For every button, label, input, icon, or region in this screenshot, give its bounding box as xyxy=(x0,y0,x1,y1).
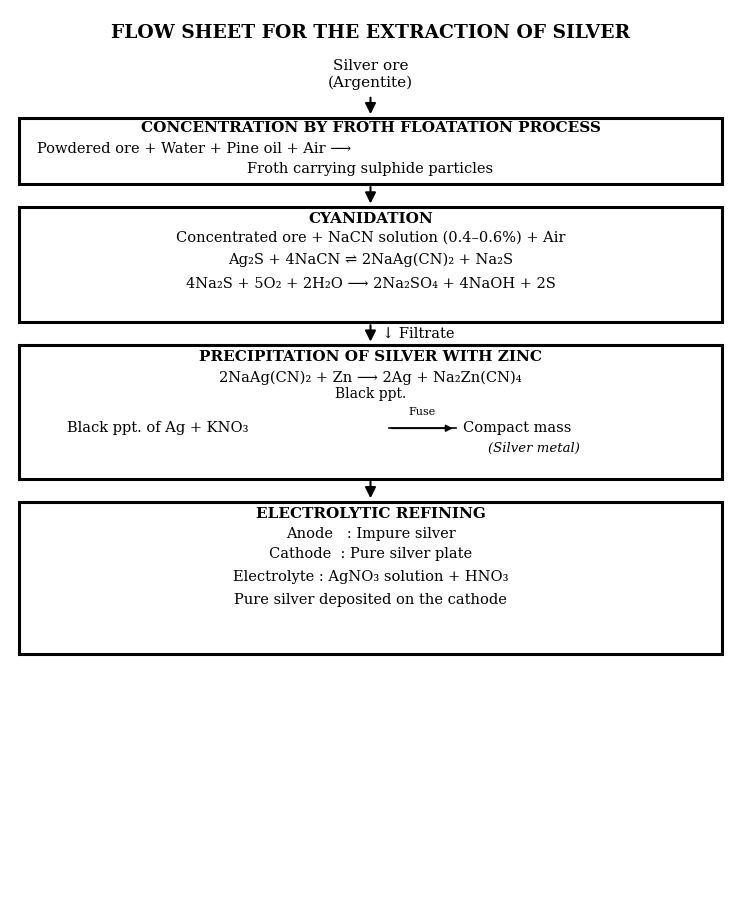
Text: ELECTROLYTIC REFINING: ELECTROLYTIC REFINING xyxy=(256,507,485,521)
Text: Black ppt.: Black ppt. xyxy=(335,387,406,402)
Text: Ag₂S + 4NaCN ⇌ 2NaAg(CN)₂ + Na₂S: Ag₂S + 4NaCN ⇌ 2NaAg(CN)₂ + Na₂S xyxy=(228,252,513,267)
Text: PRECIPITATION OF SILVER WITH ZINC: PRECIPITATION OF SILVER WITH ZINC xyxy=(199,350,542,365)
Text: Black ppt. of Ag + KNO₃: Black ppt. of Ag + KNO₃ xyxy=(67,421,248,436)
Text: Powdered ore + Water + Pine oil + Air ⟶: Powdered ore + Water + Pine oil + Air ⟶ xyxy=(37,142,351,157)
Text: CONCENTRATION BY FROTH FLOATATION PROCESS: CONCENTRATION BY FROTH FLOATATION PROCES… xyxy=(141,121,600,135)
Text: FLOW SHEET FOR THE EXTRACTION OF SILVER: FLOW SHEET FOR THE EXTRACTION OF SILVER xyxy=(111,24,630,42)
Bar xyxy=(19,207,722,322)
Text: 2NaAg(CN)₂ + Zn ⟶ 2Ag + Na₂Zn(CN)₄: 2NaAg(CN)₂ + Zn ⟶ 2Ag + Na₂Zn(CN)₄ xyxy=(219,370,522,385)
Text: Froth carrying sulphide particles: Froth carrying sulphide particles xyxy=(247,162,494,177)
Text: Cathode  : Pure silver plate: Cathode : Pure silver plate xyxy=(269,546,472,561)
Text: (Argentite): (Argentite) xyxy=(328,76,413,90)
Text: Pure silver deposited on the cathode: Pure silver deposited on the cathode xyxy=(234,593,507,608)
Text: Silver ore: Silver ore xyxy=(333,59,408,74)
Text: Electrolyte : AgNO₃ solution + HNO₃: Electrolyte : AgNO₃ solution + HNO₃ xyxy=(233,570,508,585)
Text: 4Na₂S + 5O₂ + 2H₂O ⟶ 2Na₂SO₄ + 4NaOH + 2S: 4Na₂S + 5O₂ + 2H₂O ⟶ 2Na₂SO₄ + 4NaOH + 2… xyxy=(185,276,556,291)
Text: Concentrated ore + NaCN solution (0.4–0.6%) + Air: Concentrated ore + NaCN solution (0.4–0.… xyxy=(176,230,565,245)
Bar xyxy=(19,345,722,479)
Text: Anode   : Impure silver: Anode : Impure silver xyxy=(285,527,456,542)
Text: (Silver metal): (Silver metal) xyxy=(488,442,579,455)
Bar xyxy=(19,118,722,184)
Bar xyxy=(19,502,722,654)
Text: ↓ Filtrate: ↓ Filtrate xyxy=(382,326,454,341)
Text: Fuse: Fuse xyxy=(409,407,436,417)
Text: CYANIDATION: CYANIDATION xyxy=(308,212,433,227)
Text: Compact mass: Compact mass xyxy=(463,421,571,436)
